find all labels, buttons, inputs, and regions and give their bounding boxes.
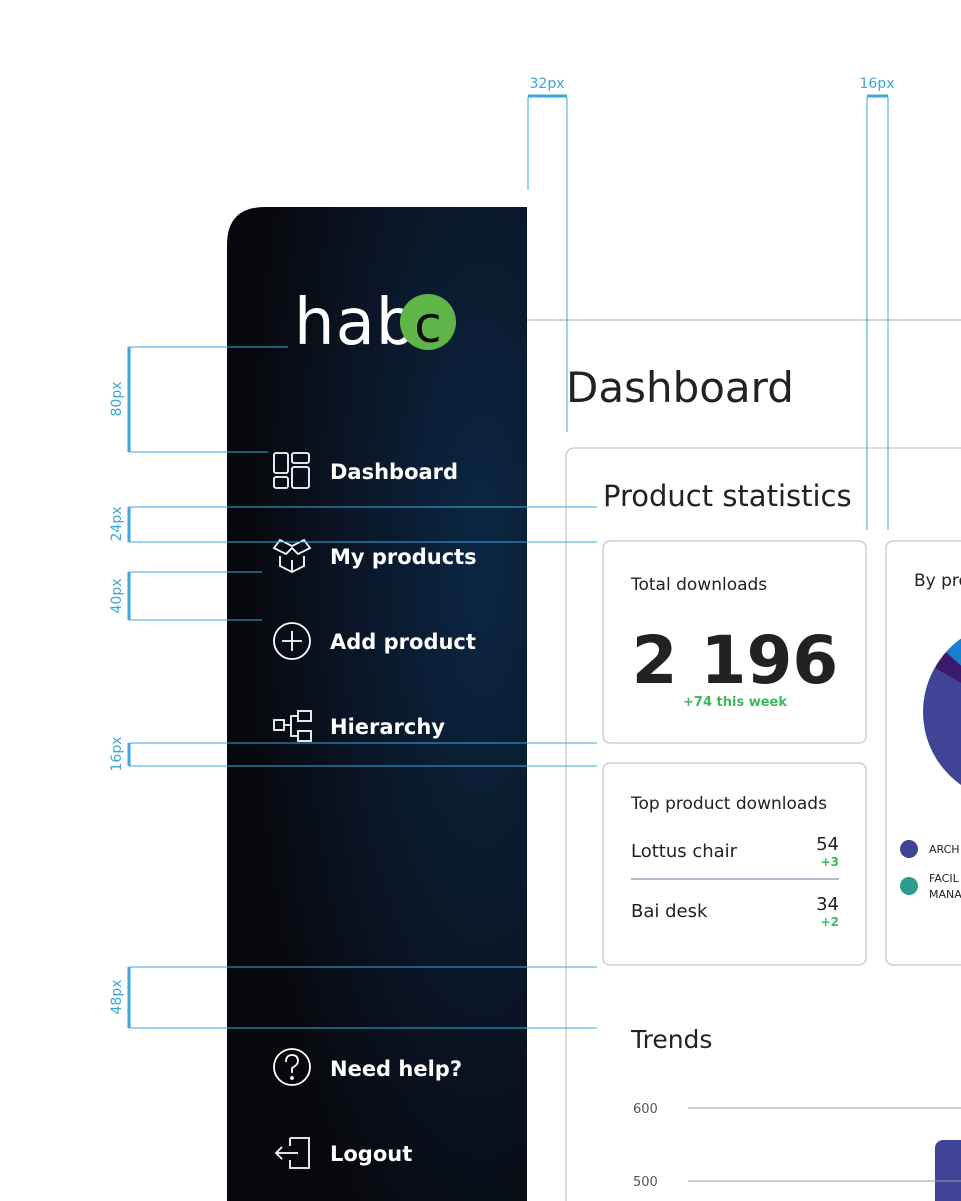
card-label: Total downloads <box>630 575 767 595</box>
icon-logout <box>274 1137 310 1169</box>
product-change: +3 <box>821 855 839 869</box>
spacing-label: 16px <box>860 76 895 92</box>
spacing-label: 32px <box>530 76 565 92</box>
product-name: Lottus chair <box>631 841 738 862</box>
icon-dashboard <box>273 452 310 489</box>
legend-label: MANA <box>929 888 961 901</box>
icon-hierarchy <box>273 710 312 742</box>
trends-title: Trends <box>630 1025 712 1054</box>
card-by-product <box>885 540 961 966</box>
product-change: +2 <box>821 915 839 929</box>
page-title: Dashboard <box>566 363 794 412</box>
nav-item[interactable]: Need help? <box>330 1057 462 1081</box>
legend-label: ARCH <box>929 843 960 856</box>
product-count: 54 <box>816 834 839 855</box>
nav-item[interactable]: My products <box>330 545 477 569</box>
pie-slice <box>935 652 961 683</box>
card-label: Top product downloads <box>630 794 827 814</box>
icon-help <box>273 1048 311 1086</box>
spacing-label: 16px <box>109 737 125 772</box>
logo-mark: c <box>414 296 442 354</box>
y-tick-label: 500 <box>633 1175 658 1190</box>
product-name: Bai desk <box>631 901 708 922</box>
legend-label: FACIL <box>929 872 960 885</box>
spacing-label: 48px <box>109 980 125 1015</box>
spacing-label: 24px <box>109 507 125 542</box>
nav-item[interactable]: Logout <box>330 1142 412 1166</box>
total-value: 2 196 <box>632 622 839 699</box>
sidebar <box>227 207 527 1201</box>
icon-add <box>273 622 311 660</box>
legend-dot <box>900 840 918 858</box>
y-tick-label: 600 <box>633 1102 658 1117</box>
total-change: +74 this week <box>683 695 787 710</box>
product-count: 34 <box>816 894 839 915</box>
spacing-label: 80px <box>109 382 125 417</box>
card-label: By pro <box>914 571 961 591</box>
nav-item[interactable]: Hierarchy <box>330 715 445 739</box>
spacing-label: 40px <box>109 579 125 614</box>
icon-products <box>272 538 312 574</box>
nav-item[interactable]: Add product <box>330 630 476 654</box>
card-top <box>602 762 867 966</box>
nav-item[interactable]: Dashboard <box>330 460 458 484</box>
logo-circle <box>400 294 456 350</box>
pie-slice <box>946 638 961 666</box>
annotations <box>127 94 889 1029</box>
legend-dot <box>900 877 918 895</box>
card-total <box>602 540 867 744</box>
trend-bar <box>935 1140 961 1201</box>
section-title: Product statistics <box>603 479 852 513</box>
